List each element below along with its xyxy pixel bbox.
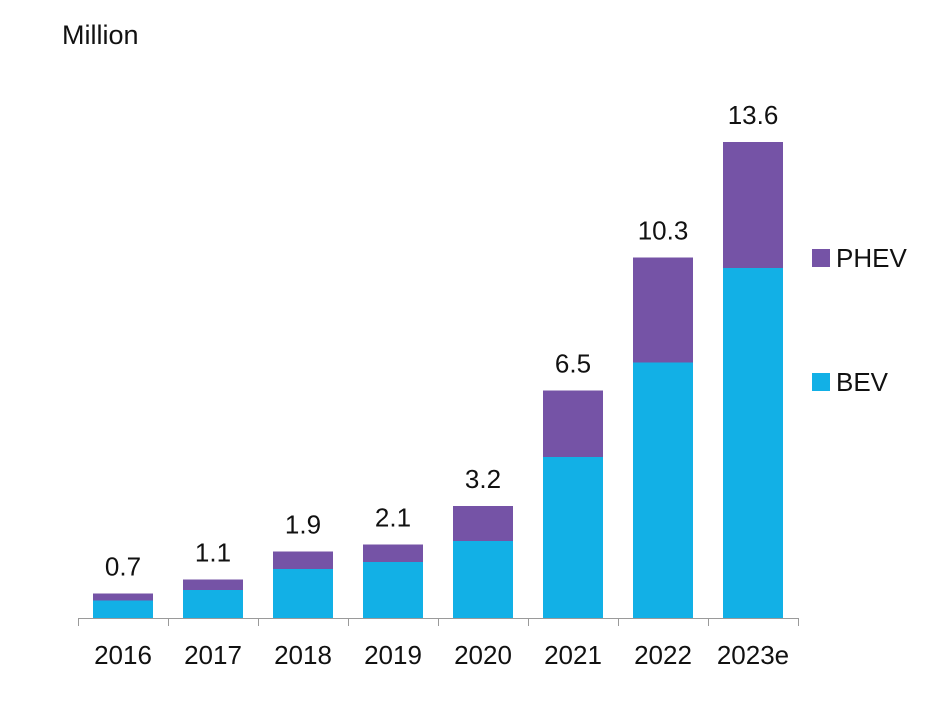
bar-phev-2022 xyxy=(633,257,693,363)
x-tick-label-2018: 2018 xyxy=(274,640,332,670)
total-label-2023e: 13.6 xyxy=(728,100,779,130)
bar-phev-2019 xyxy=(363,544,423,562)
legend-label-phev: PHEV xyxy=(836,243,907,273)
bar-phev-2017 xyxy=(183,579,243,590)
total-label-2021: 6.5 xyxy=(555,349,591,379)
bar-phev-2018 xyxy=(273,551,333,569)
x-tick-label-2019: 2019 xyxy=(364,640,422,670)
x-tick-label-2021: 2021 xyxy=(544,640,602,670)
bar-phev-2016 xyxy=(93,593,153,601)
bar-bev-2016 xyxy=(93,600,153,618)
bar-bev-2023e xyxy=(723,268,783,618)
bar-bev-2021 xyxy=(543,457,603,618)
x-tick-label-2023e: 2023e xyxy=(717,640,789,670)
x-tick-label-2020: 2020 xyxy=(454,640,512,670)
bar-bev-2017 xyxy=(183,590,243,618)
unit-label: Million xyxy=(62,20,139,50)
x-tick-label-2022: 2022 xyxy=(634,640,692,670)
total-label-2018: 1.9 xyxy=(285,510,321,540)
total-label-2022: 10.3 xyxy=(638,216,689,246)
bar-bev-2020 xyxy=(453,541,513,618)
total-label-2020: 3.2 xyxy=(465,464,501,494)
bar-phev-2023e xyxy=(723,142,783,268)
total-label-2019: 2.1 xyxy=(375,503,411,533)
bar-bev-2019 xyxy=(363,562,423,618)
total-label-2017: 1.1 xyxy=(195,538,231,568)
bar-bev-2018 xyxy=(273,569,333,618)
legend-label-bev: BEV xyxy=(836,367,889,397)
bar-bev-2022 xyxy=(633,362,693,618)
bar-phev-2021 xyxy=(543,390,603,457)
bar-phev-2020 xyxy=(453,506,513,541)
total-label-2016: 0.7 xyxy=(105,552,141,582)
x-tick-label-2017: 2017 xyxy=(184,640,242,670)
legend-swatch-bev xyxy=(812,373,830,391)
x-tick-label-2016: 2016 xyxy=(94,640,152,670)
legend-swatch-phev xyxy=(812,249,830,267)
